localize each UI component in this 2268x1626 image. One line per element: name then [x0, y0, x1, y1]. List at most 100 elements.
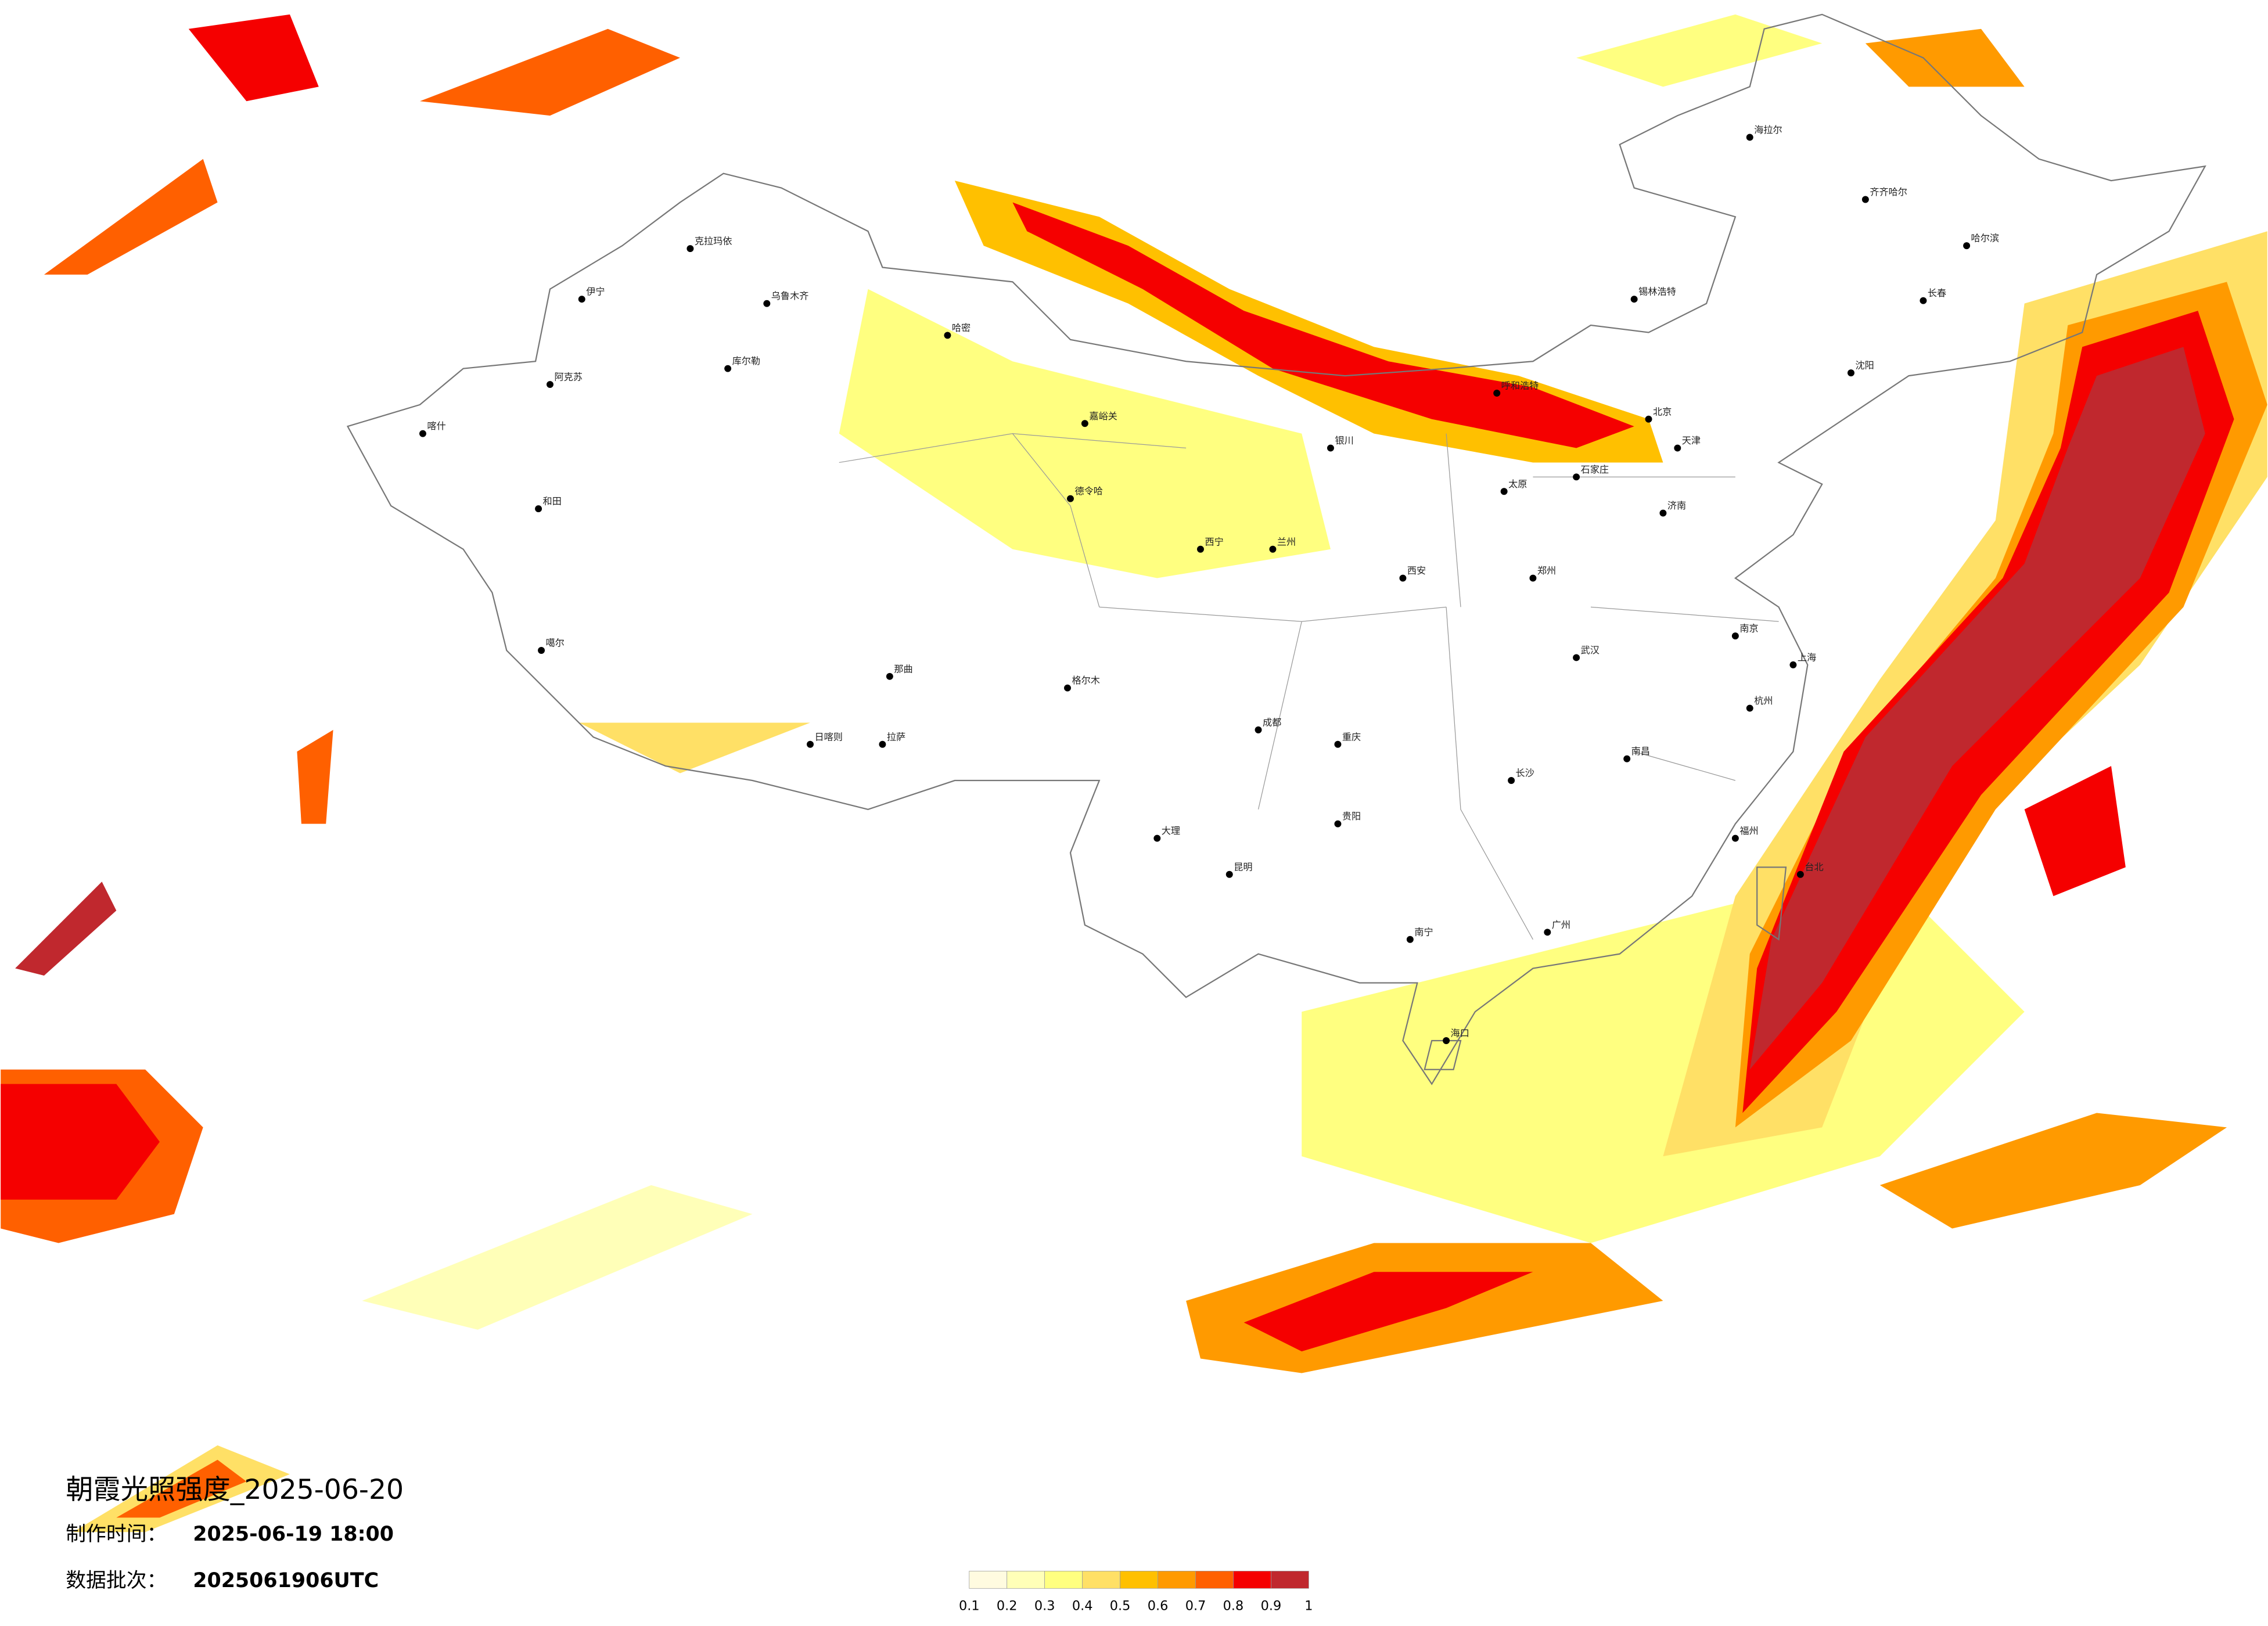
city-dot — [1529, 574, 1537, 582]
city-dot — [1399, 574, 1407, 582]
city-dot — [1255, 726, 1262, 733]
city-label: 西安 — [1407, 565, 1426, 576]
city-dot — [1500, 488, 1508, 495]
city-dot — [535, 505, 542, 513]
legend-label: 0.7 — [1185, 1599, 1206, 1614]
intensity-layer — [1, 14, 2267, 1533]
intensity-area — [2024, 766, 2126, 897]
legend-label: 0.9 — [1261, 1599, 1282, 1614]
intensity-area — [1, 1084, 160, 1200]
city-dot — [538, 647, 545, 654]
city-dot — [944, 332, 951, 339]
city-label: 成都 — [1263, 717, 1281, 728]
legend-swatch — [1082, 1571, 1120, 1589]
city-label: 哈尔滨 — [1971, 233, 1999, 244]
city-dot — [1746, 134, 1753, 141]
city-dot — [419, 430, 426, 437]
city-dot — [807, 740, 814, 748]
city-dot — [1081, 420, 1088, 427]
city-label: 海口 — [1451, 1028, 1469, 1039]
city-dot — [1334, 820, 1342, 828]
legend-label: 0.3 — [1034, 1599, 1055, 1614]
city-label: 伊宁 — [586, 286, 605, 297]
city-label: 杭州 — [1754, 695, 1773, 706]
city-dot — [1493, 390, 1501, 397]
city-dot — [1197, 545, 1204, 553]
city-label: 长沙 — [1516, 768, 1534, 779]
city-label: 锡林浩特 — [1638, 286, 1676, 297]
intensity-area — [15, 882, 117, 976]
legend-swatch — [1044, 1571, 1083, 1589]
intensity-area — [578, 722, 810, 774]
city-dot — [763, 300, 771, 307]
city-label: 昆明 — [1234, 861, 1252, 872]
city-dot — [1443, 1037, 1450, 1044]
intensity-area — [44, 159, 218, 275]
city-label: 齐齐哈尔 — [1870, 186, 1907, 197]
city-label: 银川 — [1335, 435, 1353, 446]
intensity-area — [839, 289, 1331, 578]
city-label: 长春 — [1928, 287, 1946, 298]
city-label: 南宁 — [1414, 926, 1433, 937]
city-label: 兰州 — [1277, 536, 1296, 547]
city-label: 南昌 — [1631, 746, 1650, 757]
city-dot — [1573, 473, 1580, 481]
city-dot — [1334, 740, 1342, 748]
city-dot — [1153, 834, 1161, 842]
city-label: 日喀则 — [814, 731, 842, 742]
meta-label: 制作时间： — [66, 1523, 167, 1546]
city-dot — [1731, 834, 1739, 842]
legend-swatch — [1271, 1571, 1309, 1589]
city-label: 拉萨 — [887, 731, 905, 742]
city-label: 济南 — [1667, 500, 1686, 511]
intensity-area — [1576, 14, 1823, 87]
city-label: 沈阳 — [1855, 360, 1874, 371]
legend-swatch — [1007, 1571, 1045, 1589]
legend-swatch — [1158, 1571, 1196, 1589]
intensity-area — [1749, 347, 2205, 1070]
city-label: 乌鲁木齐 — [771, 290, 809, 301]
city-dot — [724, 365, 732, 372]
city-dot — [1067, 495, 1074, 502]
city-label: 太原 — [1508, 479, 1527, 490]
city-label: 南京 — [1739, 623, 1758, 634]
city-dot — [1544, 929, 1551, 936]
intensity-area — [297, 729, 333, 824]
city-label: 上海 — [1798, 652, 1816, 663]
city-dot — [879, 740, 886, 748]
legend-swatch — [1233, 1571, 1271, 1589]
city-label: 台北 — [1805, 861, 1823, 872]
legend-swatch — [1120, 1571, 1158, 1589]
city-label: 和田 — [543, 496, 562, 507]
city-label: 北京 — [1653, 406, 1672, 417]
map-title: 朝霞光照强度_2025-06-20 — [66, 1474, 404, 1506]
city-label: 呼和浩特 — [1501, 380, 1539, 391]
city-label: 噶尔 — [546, 638, 565, 649]
city-label: 武汉 — [1581, 645, 1600, 656]
intensity-area — [1243, 1272, 1533, 1352]
city-dot — [1406, 936, 1414, 943]
city-dot — [1269, 545, 1277, 553]
legend-label: 0.2 — [997, 1599, 1018, 1614]
city-dot — [1731, 632, 1739, 640]
city-dot — [1064, 684, 1071, 692]
legend-label: 0.8 — [1223, 1599, 1244, 1614]
city-dot — [1963, 242, 1971, 250]
city-dot — [1327, 444, 1334, 452]
intensity-area — [419, 28, 680, 116]
city-dot — [1789, 661, 1797, 668]
city-label: 那曲 — [894, 663, 912, 674]
meta-label: 数据批次： — [66, 1569, 167, 1592]
city-dot — [1573, 654, 1580, 661]
legend-label: 1 — [1304, 1599, 1313, 1614]
legend: 0.1 0.2 0.3 0.4 0.5 0.6 0.7 0.8 0.9 1 — [959, 1571, 1313, 1614]
city-dot — [1796, 870, 1804, 878]
city-label: 海拉尔 — [1754, 124, 1782, 135]
china-outline — [346, 13, 2206, 1085]
intensity-area — [1879, 1113, 2227, 1229]
city-label: 重庆 — [1342, 731, 1361, 742]
city-label: 喀什 — [427, 420, 445, 431]
